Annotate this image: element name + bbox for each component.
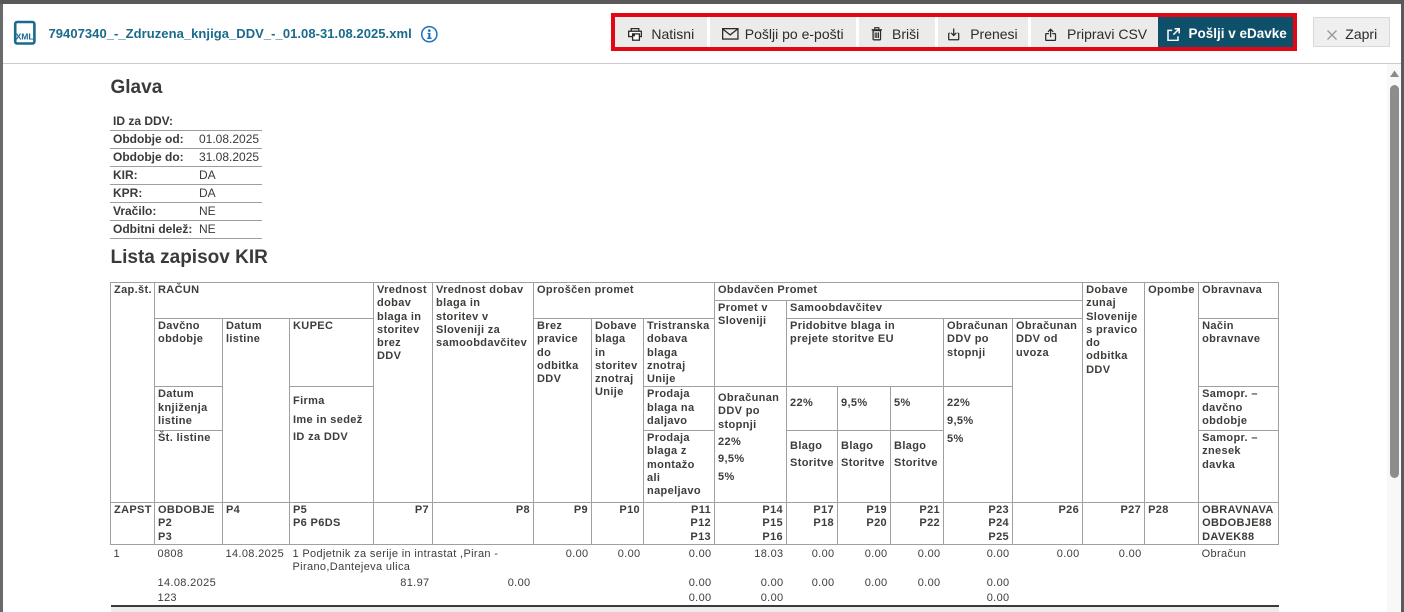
svg-text:XML: XML: [16, 31, 34, 41]
